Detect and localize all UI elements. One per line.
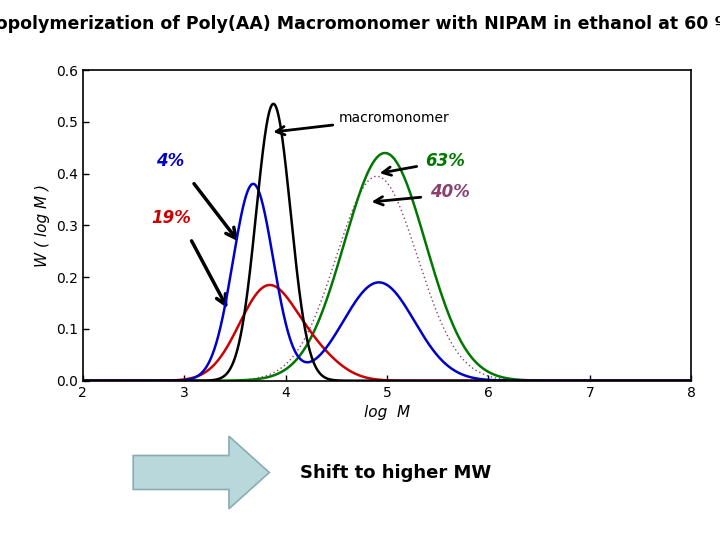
Y-axis label: W ( log M ): W ( log M ) [35,184,50,267]
Text: 63%: 63% [426,152,465,170]
Text: 4%: 4% [156,152,184,170]
X-axis label: log  M: log M [364,405,410,420]
Text: macromonomer: macromonomer [276,111,449,135]
Text: 40%: 40% [430,183,469,201]
Text: Shift to higher MW: Shift to higher MW [300,463,491,482]
Text: 19%: 19% [152,209,192,227]
Polygon shape [133,436,269,509]
Text: Copolymerization of Poly(AA) Macromonomer with NIPAM in ethanol at 60 ºC: Copolymerization of Poly(AA) Macromonome… [0,15,720,33]
